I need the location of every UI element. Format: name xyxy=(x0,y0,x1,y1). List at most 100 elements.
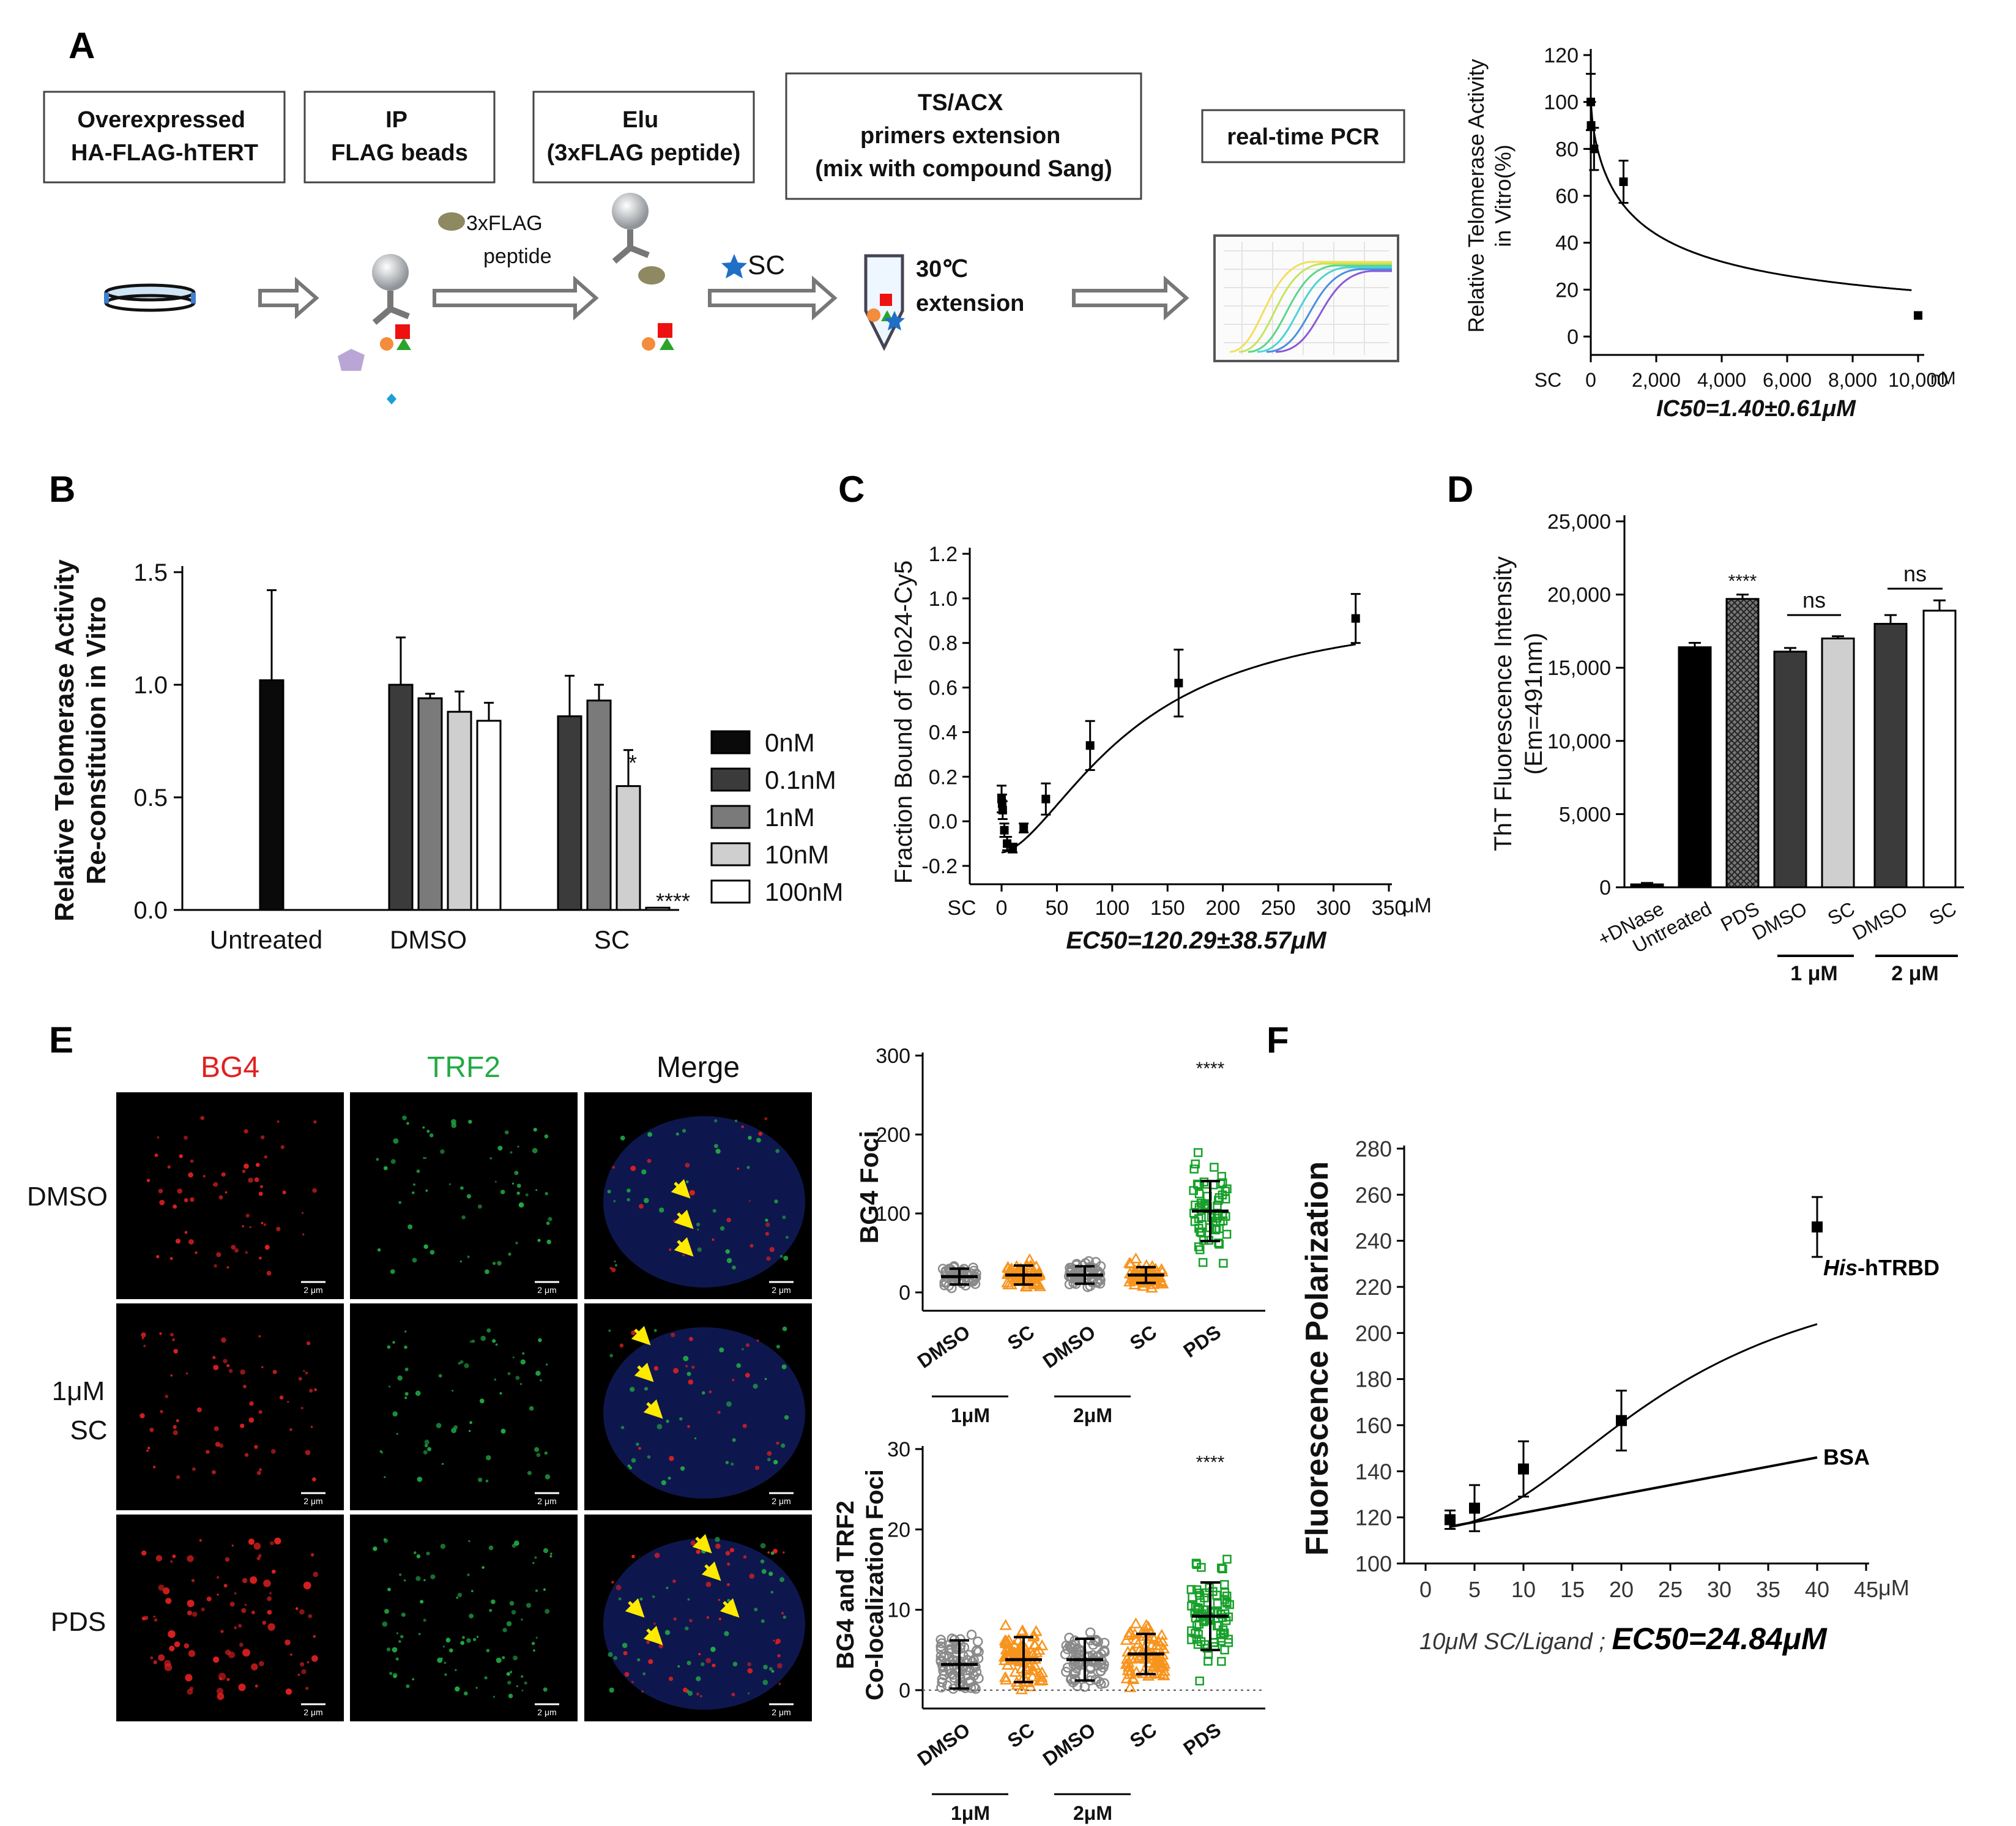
fluorescent-focus xyxy=(412,1191,415,1194)
fluorescent-focus xyxy=(484,1676,488,1680)
fluorescent-focus xyxy=(163,1587,170,1595)
qpcr-curves-thumbnail xyxy=(1213,234,1399,362)
y-tick-label: 1.0 xyxy=(133,672,168,699)
fluorescent-focus xyxy=(639,1204,644,1209)
data-point xyxy=(1013,1655,1026,1667)
fluorescent-focus xyxy=(524,1681,527,1685)
y-tick-label: 40 xyxy=(1555,232,1579,255)
fluorescent-focus xyxy=(545,1191,548,1196)
fluorescent-focus xyxy=(620,1135,625,1141)
y-tick-label: -0.2 xyxy=(921,855,958,878)
fluorescent-focus xyxy=(279,1395,284,1400)
fluorescent-focus xyxy=(636,1442,639,1446)
scale-bar-label: 2 μm xyxy=(537,1496,556,1506)
data-point xyxy=(1028,1272,1041,1284)
fluorescent-focus xyxy=(647,1455,651,1459)
data-point xyxy=(1191,1201,1200,1210)
fluorescent-focus xyxy=(773,1549,778,1554)
y-tick-label: 120 xyxy=(1355,1505,1392,1530)
fluorescent-focus xyxy=(666,1419,669,1423)
legend-swatch xyxy=(710,730,751,755)
x-tick-label: 0 xyxy=(1419,1577,1432,1602)
fluorescent-focus xyxy=(462,1636,465,1639)
data-point xyxy=(1002,1642,1015,1654)
fluorescent-focus xyxy=(269,1592,272,1595)
fluorescent-focus xyxy=(143,1344,146,1347)
fluorescent-focus xyxy=(706,1616,710,1619)
fluorescent-focus xyxy=(418,1633,421,1636)
fluorescent-focus xyxy=(630,1387,635,1392)
fluorescent-focus xyxy=(165,1598,172,1604)
fluorescent-focus xyxy=(184,1135,188,1140)
fluorescent-focus xyxy=(734,1119,738,1122)
fluorescent-focus xyxy=(511,1182,515,1185)
fluorescent-focus xyxy=(630,1166,636,1171)
fluorescent-focus xyxy=(415,1576,421,1581)
fluorescent-focus xyxy=(429,1133,434,1138)
fluorescent-focus xyxy=(745,1343,749,1347)
fluorescent-focus xyxy=(245,1213,250,1218)
y-axis-label: Relative Telomerase ActivityRe-constitui… xyxy=(50,559,111,922)
fluorescent-focus xyxy=(504,1130,509,1135)
fluorescent-focus xyxy=(546,1239,551,1245)
eluted-complex-icon xyxy=(612,193,674,351)
data-point xyxy=(1187,1626,1196,1636)
fluorescent-focus xyxy=(496,1657,502,1663)
fluorescent-focus xyxy=(420,1600,424,1604)
fluorescent-focus xyxy=(786,1235,789,1239)
fluorescent-focus xyxy=(425,1157,427,1159)
bar xyxy=(557,715,582,911)
data-point xyxy=(1219,1259,1228,1268)
fluorescent-focus xyxy=(239,1642,244,1647)
fluorescent-focus xyxy=(217,1576,220,1579)
fluorescent-focus xyxy=(201,1608,205,1612)
data-point xyxy=(1070,1667,1081,1677)
y-tick-label: 0.2 xyxy=(929,766,958,789)
fluorescent-focus xyxy=(382,1621,388,1627)
bsa-line xyxy=(1449,1456,1818,1528)
data-point xyxy=(1140,1619,1153,1630)
fluorescent-focus xyxy=(448,1183,452,1185)
data-point xyxy=(1198,1258,1208,1267)
micrograph-background xyxy=(116,1092,344,1299)
fluorescent-focus xyxy=(467,1255,470,1258)
fluorescent-focus xyxy=(543,1687,548,1692)
fluorescent-focus xyxy=(748,1136,752,1140)
fluorescent-focus xyxy=(774,1199,778,1204)
fluorescent-focus xyxy=(422,1126,425,1129)
fluorescent-focus xyxy=(415,1390,421,1396)
fluorescent-focus xyxy=(173,1425,177,1429)
significance-label: **** xyxy=(1196,1453,1225,1473)
fluorescent-focus xyxy=(732,1265,736,1270)
fluorescent-focus xyxy=(725,1551,731,1556)
fluorescent-focus xyxy=(696,1676,701,1682)
fluorescent-focus xyxy=(313,1571,319,1578)
x-tick-label: 35 xyxy=(1756,1577,1780,1602)
fluorescent-focus xyxy=(727,1583,730,1586)
fluorescent-focus xyxy=(510,1151,513,1154)
arrow-icon xyxy=(674,1237,694,1257)
fluorescent-focus xyxy=(195,1251,198,1254)
x-tick-label: 6,000 xyxy=(1763,369,1812,391)
fluorescent-focus xyxy=(761,1619,765,1623)
bar xyxy=(1873,622,1908,889)
fluorescent-focus xyxy=(264,1245,270,1250)
fluorescent-focus xyxy=(373,1546,378,1551)
fluorescent-focus xyxy=(781,1364,787,1370)
fluorescent-focus xyxy=(213,1656,220,1663)
data-point xyxy=(1218,1216,1228,1226)
fluorescent-focus xyxy=(686,1371,691,1376)
fluorescent-focus xyxy=(492,1261,496,1265)
fluorescent-focus xyxy=(516,1183,521,1188)
fluorescent-focus xyxy=(756,1138,761,1143)
y-tick-label: 0.0 xyxy=(929,810,958,833)
fluorescent-focus xyxy=(141,1332,146,1338)
fluorescent-focus xyxy=(668,1676,674,1682)
fluorescent-focus xyxy=(383,1166,388,1171)
fluorescent-focus xyxy=(726,1258,732,1264)
y-tick-label: 280 xyxy=(1355,1136,1392,1161)
fluorescent-focus xyxy=(158,1654,165,1661)
fluorescent-focus xyxy=(680,1466,685,1471)
data-point xyxy=(1590,144,1599,154)
data-point xyxy=(1065,1272,1076,1282)
